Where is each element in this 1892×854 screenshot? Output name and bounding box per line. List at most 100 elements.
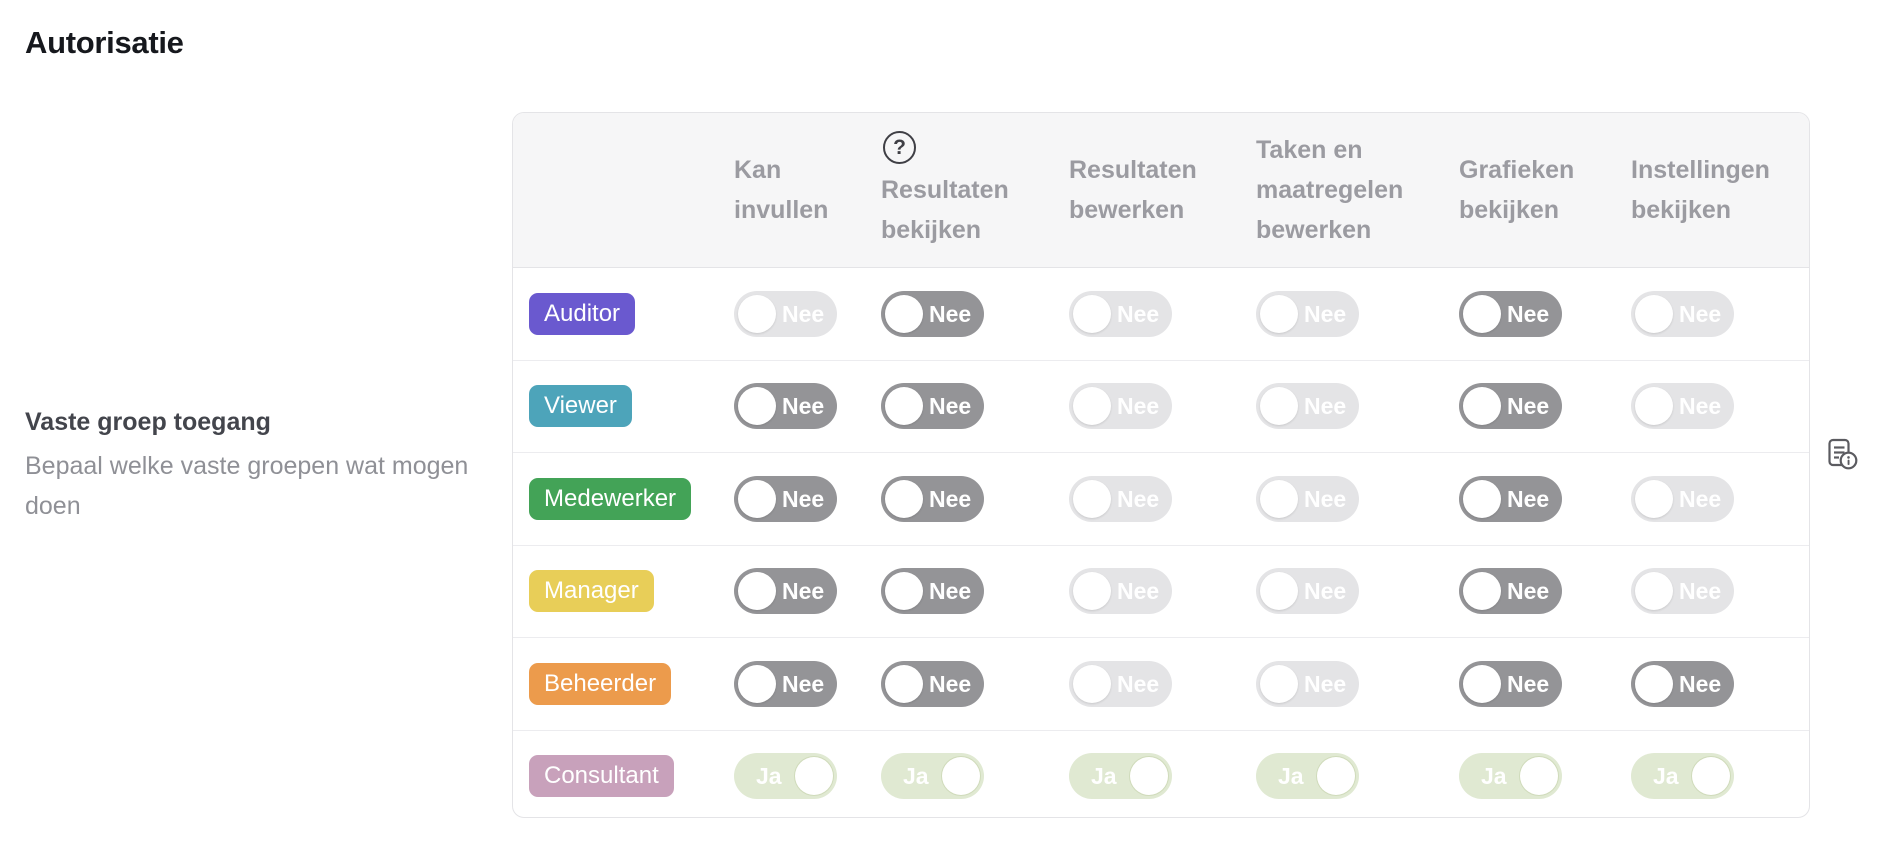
permission-toggle: Nee — [1069, 568, 1172, 615]
toggle-knob — [1260, 294, 1298, 333]
toggle-label: Nee — [1117, 485, 1160, 512]
permission-toggle[interactable]: Nee — [734, 475, 837, 522]
toggle-label: Nee — [1117, 670, 1160, 697]
toggle-knob — [1635, 479, 1673, 518]
role-cell: Consultant — [513, 755, 734, 798]
toggle-label: Nee — [782, 578, 825, 605]
permission-cell: Nee — [1459, 475, 1631, 522]
document-info-icon[interactable] — [1826, 438, 1858, 472]
permission-cell: Ja — [1459, 753, 1631, 800]
role-cell: Viewer — [513, 385, 734, 428]
permission-toggle[interactable]: Nee — [1631, 660, 1734, 707]
toggle-knob — [1463, 572, 1501, 611]
role-badge: Beheerder — [529, 662, 672, 705]
permission-toggle: Nee — [1631, 383, 1734, 430]
toggle-label: Nee — [1304, 670, 1347, 697]
toggle-label: Nee — [782, 393, 825, 420]
help-icon[interactable]: ? — [883, 130, 916, 164]
page-title: Autorisatie — [25, 24, 184, 60]
permission-cell: Ja — [881, 753, 1069, 800]
toggle-label: Nee — [782, 485, 825, 512]
permission-toggle[interactable]: Nee — [1459, 290, 1562, 337]
table-row: Consultant Ja Ja Ja Ja Ja Ja — [513, 729, 1809, 818]
table-header-row: Kan invullen? Resultaten bekijken Resultat… — [513, 113, 1809, 268]
toggle-label: Nee — [782, 670, 825, 697]
toggle-knob — [1463, 387, 1501, 426]
toggle-label: Nee — [929, 670, 972, 697]
toggle-label: Nee — [1679, 393, 1722, 420]
permission-cell: Nee — [1256, 475, 1459, 522]
toggle-knob — [1073, 572, 1111, 611]
table-header-cell-empty — [513, 113, 734, 267]
permission-toggle[interactable]: Nee — [1459, 568, 1562, 615]
permission-toggle[interactable]: Nee — [881, 383, 984, 430]
table-body: Auditor Nee Nee Nee Nee Nee Nee Viewer Nee Nee Nee… — [513, 268, 1809, 818]
table-row: Manager Nee Nee Nee Nee Nee Nee — [513, 544, 1809, 638]
permission-toggle[interactable]: Nee — [1459, 383, 1562, 430]
role-badge: Manager — [529, 570, 654, 613]
toggle-knob — [795, 757, 833, 796]
toggle-label: Nee — [929, 578, 972, 605]
permission-toggle[interactable]: Nee — [881, 475, 984, 522]
column-header: Resultaten bewerken — [1069, 113, 1256, 267]
permission-cell: Nee — [881, 290, 1069, 337]
toggle-knob — [1635, 387, 1673, 426]
permission-cell: Nee — [881, 568, 1069, 615]
permission-cell: Nee — [1256, 290, 1459, 337]
permission-toggle[interactable]: Nee — [881, 290, 984, 337]
toggle-knob — [1260, 664, 1298, 703]
column-header-label: Resultaten bewerken — [1069, 156, 1197, 224]
permission-cell: Nee — [1069, 660, 1256, 707]
toggle-label: Ja — [1481, 763, 1507, 790]
toggle-knob — [738, 479, 776, 518]
toggle-knob — [885, 387, 923, 426]
permission-toggle[interactable]: Nee — [881, 568, 984, 615]
permission-cell: Nee — [734, 660, 881, 707]
toggle-label: Nee — [1507, 670, 1550, 697]
permission-cell: Nee — [1256, 383, 1459, 430]
toggle-knob — [1692, 757, 1730, 796]
permission-toggle[interactable]: Nee — [734, 383, 837, 430]
toggle-knob — [738, 572, 776, 611]
permission-cell: Nee — [1631, 290, 1809, 337]
fixed-group-access-section: Vaste groep toegang Bepaal welke vaste g… — [25, 408, 503, 526]
toggle-knob — [1463, 664, 1501, 703]
toggle-label: Nee — [1679, 670, 1722, 697]
permission-toggle: Ja — [1459, 753, 1562, 800]
column-header: Taken en maatregelen bewerken — [1256, 113, 1459, 267]
permission-cell: Nee — [734, 475, 881, 522]
toggle-label: Nee — [1679, 300, 1722, 327]
permission-cell: Nee — [881, 383, 1069, 430]
permission-toggle: Nee — [1631, 290, 1734, 337]
permission-toggle: Nee — [734, 290, 837, 337]
column-header: ? Resultaten bekijken — [881, 113, 1069, 267]
permission-cell: Nee — [1459, 383, 1631, 430]
role-cell: Auditor — [513, 292, 734, 335]
permission-toggle: Nee — [1256, 475, 1359, 522]
permission-cell: Nee — [734, 383, 881, 430]
permission-cell: Ja — [1069, 753, 1256, 800]
permission-toggle[interactable]: Nee — [881, 660, 984, 707]
permission-cell: Ja — [1631, 753, 1809, 800]
permission-cell: Nee — [881, 660, 1069, 707]
permission-cell: Nee — [1459, 568, 1631, 615]
toggle-label: Nee — [1304, 485, 1347, 512]
permission-toggle[interactable]: Nee — [1459, 660, 1562, 707]
permission-cell: Nee — [1256, 660, 1459, 707]
permission-toggle[interactable]: Nee — [1459, 475, 1562, 522]
toggle-knob — [1260, 479, 1298, 518]
permission-cell: Nee — [1069, 568, 1256, 615]
permission-toggle: Nee — [1256, 568, 1359, 615]
table-row: Auditor Nee Nee Nee Nee Nee Nee — [513, 268, 1809, 360]
column-header: Kan invullen — [734, 113, 881, 267]
toggle-knob — [885, 664, 923, 703]
permission-toggle: Ja — [1069, 753, 1172, 800]
toggle-label: Nee — [1679, 578, 1722, 605]
permission-toggle: Nee — [1631, 475, 1734, 522]
permission-toggle[interactable]: Nee — [734, 660, 837, 707]
permission-cell: Nee — [881, 475, 1069, 522]
permission-toggle[interactable]: Nee — [734, 568, 837, 615]
toggle-knob — [1635, 572, 1673, 611]
toggle-label: Nee — [929, 393, 972, 420]
role-cell: Manager — [513, 570, 734, 613]
